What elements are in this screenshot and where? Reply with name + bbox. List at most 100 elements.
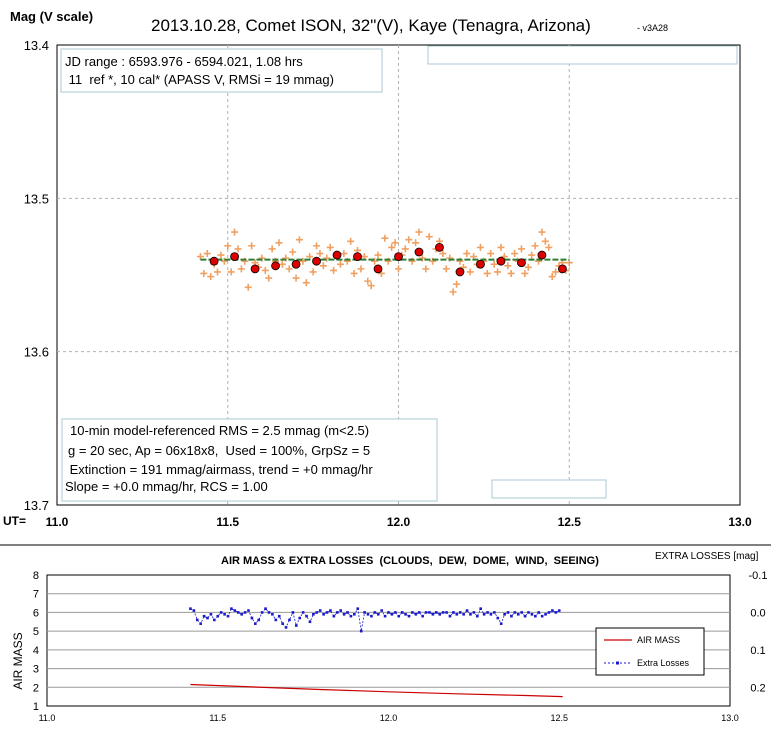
extra-losses-point (424, 611, 428, 614)
binned-magnitude-points (209, 242, 567, 277)
raw-point-plus (265, 274, 273, 282)
raw-point-plus (237, 265, 245, 273)
extra-losses-point (407, 614, 411, 618)
raw-point-plus (227, 268, 235, 276)
raw-point-plus (466, 268, 474, 276)
raw-point-plus (357, 265, 365, 273)
raw-point-plus (340, 250, 348, 258)
binned-point (312, 256, 321, 266)
extra-losses-point (445, 611, 448, 614)
extra-losses-point (489, 613, 493, 616)
raw-point-plus (425, 233, 433, 241)
extra-losses-point (233, 609, 237, 612)
extra-losses-point (192, 609, 196, 612)
raw-point-plus (483, 269, 491, 277)
raw-point-plus (347, 237, 355, 245)
raw-point-plus (323, 254, 331, 262)
raw-point-plus (552, 268, 560, 276)
raw-point-plus (388, 243, 396, 251)
raw-point-plus (292, 274, 300, 282)
extra-losses-point (523, 614, 527, 618)
extra-losses-point (298, 616, 302, 620)
raw-point-plus (285, 265, 293, 273)
extra-losses-point (363, 611, 366, 614)
raw-point-plus (275, 239, 283, 247)
raw-point-plus (494, 268, 502, 276)
extra-losses-point (260, 611, 264, 614)
top-x-tick-labels: 11.0 11.5 12.0 12.5 13.0 (46, 515, 752, 529)
bottom-x-tick-label: 12.0 (380, 713, 398, 723)
top-y-tick-label: 13.5 (24, 191, 49, 206)
bottom-y-tick-label: 1 (33, 701, 39, 713)
top-y-tick-label: 13.7 (24, 498, 49, 513)
extra-losses-point (482, 613, 486, 616)
raw-point-plus (336, 260, 344, 268)
jd-range-text: JD range : 6593.976 - 6594.021, 1.08 hrs (65, 54, 303, 69)
binned-point (373, 264, 383, 274)
extra-losses-point (325, 611, 329, 614)
reference-stars-text: 11 ref *, 10 cal* (APASS V, RMSi = 19 mm… (65, 72, 334, 87)
extra-losses-point (479, 607, 483, 610)
extra-losses-point (209, 613, 213, 616)
binned-point (230, 252, 239, 262)
extra-losses-point (236, 611, 240, 614)
extra-losses-point (216, 614, 220, 618)
raw-point-plus (524, 263, 532, 271)
raw-point-plus (367, 282, 375, 290)
extra-losses-point (472, 611, 476, 614)
raw-point-plus (511, 250, 519, 258)
raw-point-plus (203, 250, 211, 258)
extra-losses-point (452, 611, 455, 614)
raw-point-plus (517, 245, 525, 253)
top-x-tick-label: 11.0 (46, 515, 69, 529)
raw-point-plus (476, 243, 484, 251)
extra-losses-point (335, 611, 339, 614)
extra-losses-point (250, 616, 254, 620)
extra-losses-point (312, 613, 315, 616)
extra-losses-point (366, 613, 370, 616)
extra-losses-point (353, 613, 356, 616)
binned-point (537, 250, 547, 260)
extra-losses-point (493, 611, 496, 614)
extra-losses-point (448, 614, 452, 618)
extra-losses-point (435, 611, 438, 614)
raw-point-plus (541, 237, 549, 245)
extra-losses-point (376, 613, 380, 616)
bottom-x-tick-label: 11.0 (39, 713, 56, 723)
raw-point-plus (289, 248, 297, 256)
extra-losses-point (308, 620, 312, 624)
extra-losses-point (199, 622, 202, 625)
bottom-x-tick-labels: 11.0 11.5 12.0 12.5 13.0 (39, 713, 739, 723)
binned-point (517, 258, 526, 268)
extra-losses-point (274, 618, 278, 622)
raw-point-plus (391, 239, 399, 247)
raw-point-plus (412, 239, 420, 247)
extra-losses-point (206, 616, 209, 620)
extra-losses-point (455, 613, 459, 616)
extra-losses-point (469, 613, 472, 616)
airmass-line (190, 683, 563, 698)
extra-losses-point (213, 618, 216, 622)
binned-point (332, 250, 342, 260)
raw-point-plus (214, 268, 222, 276)
binned-point (476, 259, 485, 269)
extinction-text: Extinction = 191 mmag/airmass, trend = +… (66, 462, 373, 477)
raw-point-plus (422, 265, 430, 273)
extra-losses-point (438, 613, 442, 616)
bottom-y-tick-label: 4 (33, 645, 39, 657)
slope-text: Slope = +0.0 mmag/hr, RCS = 1.00 (65, 479, 268, 494)
bottom-x-tick-label: 11.5 (209, 713, 226, 723)
raw-point-plus (350, 269, 358, 277)
bottom-y2-tick-label: 0.0 (750, 607, 765, 619)
extra-losses-point (226, 614, 230, 618)
raw-point-plus (231, 228, 239, 236)
top-y-tick-labels: 13.4 13.5 13.6 13.7 (24, 38, 49, 513)
extra-losses-point (475, 614, 479, 618)
top-chart-title: 2013.10.28, Comet ISON, 32"(V), Kaye (Te… (151, 16, 591, 35)
extra-losses-point (465, 609, 469, 612)
legend-airmass-label: AIR MASS (637, 635, 680, 645)
empty-box-bottom (491, 479, 607, 499)
extra-losses-point (383, 614, 387, 618)
extra-losses-point (342, 613, 346, 616)
